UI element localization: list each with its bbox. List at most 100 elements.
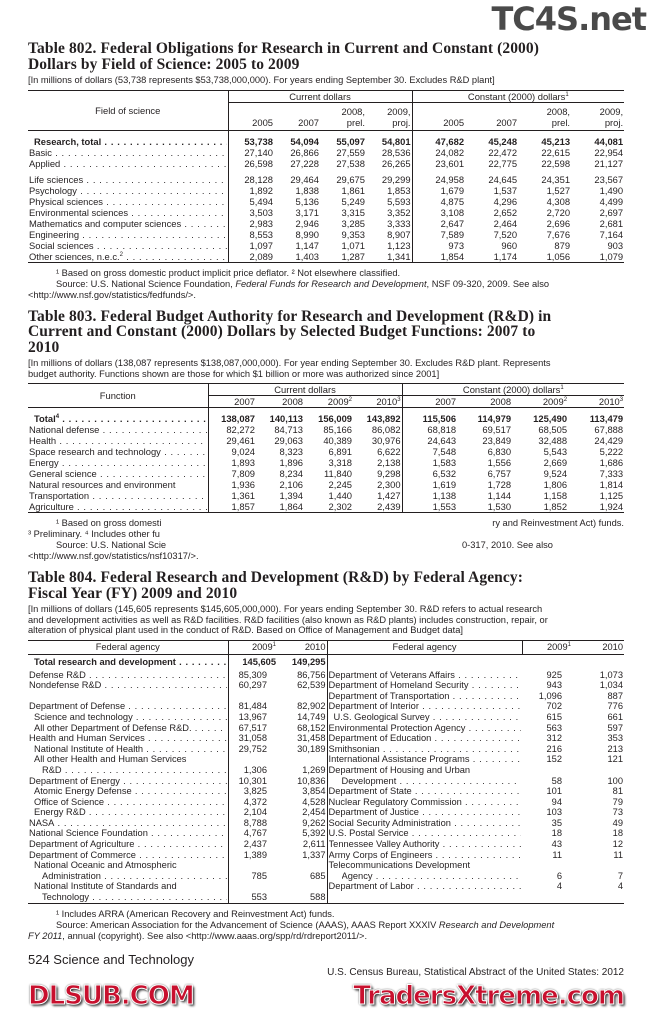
row-label: Army Corps of Engineers	[327, 850, 522, 861]
label-text: Defense R&D	[29, 669, 86, 680]
value-cell: 2,669	[543, 457, 568, 469]
row-label-text: Social sciences	[29, 240, 227, 251]
column-header-top	[465, 102, 518, 117]
label-text: Transportation	[29, 490, 90, 502]
row-label-text: R&D	[42, 765, 227, 776]
value-cell: 85,309	[238, 669, 267, 680]
row-label-text: Physical sciences	[29, 196, 227, 207]
value-cell: 29,461	[226, 435, 255, 447]
value-cell: 27,228	[290, 157, 319, 169]
value-cell: 1,174	[493, 250, 518, 262]
label-text: National Oceanic and Atmospheric	[34, 860, 177, 871]
value-cell: 8,553	[249, 228, 273, 240]
row-label: Physical sciences	[28, 195, 229, 207]
row-label-text: Administration	[42, 871, 227, 882]
value-cell: 216	[546, 743, 562, 754]
value-cell: 24,645	[488, 173, 518, 185]
row-label: International Assistance Programs	[327, 754, 522, 765]
column-header: 20091	[522, 640, 572, 655]
column-header: 2005	[252, 116, 273, 128]
value-cell: 2,089	[249, 250, 273, 262]
value-cell: 143,892	[353, 413, 403, 425]
row-label: Department of Housing and Urban	[327, 765, 522, 776]
spacer-cell	[28, 130, 229, 136]
row-label-text: Department of Labor	[329, 881, 522, 892]
subtitle-line: [In millions of dollars (138,087 represe…	[28, 358, 551, 369]
value-cell: 58	[551, 775, 562, 786]
column-header: 20092	[512, 396, 568, 408]
value-cell: 7,676	[546, 228, 571, 240]
value-cell: 62,539	[277, 680, 328, 691]
stub-header: Field of science	[28, 89, 229, 131]
table-804-title: Table 804. Federal Research and Developm…	[28, 570, 624, 601]
value-cell	[522, 860, 572, 871]
value-cell: 1,073	[599, 669, 623, 680]
value-cell: 1,403	[295, 250, 319, 262]
value-cell: 1,838	[295, 184, 319, 196]
value-cell: 67,888	[594, 424, 624, 436]
row-label-text: Health and Human Services	[29, 733, 227, 744]
row-label-text: Department of Housing and Urban	[329, 765, 471, 775]
column-header-top	[228, 102, 274, 117]
source-link: <http://www.nsf.gov/statistics/fedfunds/…	[28, 289, 196, 300]
subtitle-line: alteration of physical plant used in the…	[28, 625, 463, 636]
row-label-text: Nondefense R&D	[29, 680, 227, 691]
value-cell: 43	[551, 839, 562, 850]
table-802-subtitle: [In millions of dollars (53,738 represen…	[28, 75, 495, 85]
year-label: 2009	[542, 396, 564, 408]
row-label-text: Natural resources and environment	[29, 479, 175, 490]
value-cell: 101	[546, 786, 562, 797]
table-row: Department of Transportation 1,096 887	[28, 690, 624, 702]
footnote-fragment: 0-317, 2010. See also	[462, 540, 553, 551]
value-cell: 597	[607, 722, 623, 733]
label-text: Department of Agriculture	[29, 839, 135, 850]
value-cell: 2,652	[493, 206, 518, 218]
value-cell: 4,499	[599, 195, 624, 207]
row-label-text: Department of Veterans Affairs	[329, 670, 522, 681]
label-text: Natural resources and environment	[29, 479, 176, 491]
value-cell: 1,527	[546, 184, 571, 196]
value-cell: 1,679	[440, 184, 465, 196]
row-label: Nuclear Regulatory Commission	[327, 797, 522, 808]
value-cell: 353	[607, 733, 623, 744]
value-cell: 6	[556, 870, 562, 881]
row-label: Smithsonian	[327, 744, 522, 755]
table-row: Natural resources and environment 1,936 2,…	[28, 479, 624, 491]
table-row: National defense 82,272 84,713 85,16686,082…	[28, 424, 624, 436]
value-cell: 8,234	[279, 468, 303, 480]
label-text: R&D	[42, 764, 62, 775]
source-link: <http://www.nsf.gov/statistics/nsf10317/…	[28, 551, 199, 562]
footnote-fragment: ³ Preliminary. ⁴ Includes other fu	[28, 529, 160, 540]
header-row: 2008, 2009, 2008, 2009,	[28, 102, 624, 117]
group-label: Current dollars	[289, 90, 351, 102]
row-label-text: Army Corps of Engineers	[329, 850, 522, 861]
value-cell: 1,530	[487, 501, 512, 513]
value-cell: 1,097	[249, 239, 273, 251]
value-cell: 2,439	[353, 501, 403, 513]
value-cell: 7,333	[599, 468, 624, 480]
label-text: Agency	[341, 870, 373, 881]
value-cell: 9,524	[543, 468, 568, 480]
value-cell: 1,341	[366, 250, 413, 263]
value-cell: 100	[607, 775, 623, 786]
label-text: Physical sciences	[29, 195, 103, 207]
label-text: NASA	[29, 817, 55, 828]
row-label: Natural resources and environment	[28, 479, 209, 491]
row-label: Department of State	[327, 786, 522, 797]
value-cell: 7,589	[440, 228, 465, 240]
value-cell: 2,611	[277, 839, 328, 850]
value-cell: 2,245	[328, 479, 352, 491]
value-cell	[522, 892, 572, 903]
column-header: 20091	[228, 640, 277, 655]
row-label-text: Defense R&D	[29, 670, 227, 681]
value-cell: 8,323	[279, 446, 303, 458]
value-cell: 1,936	[231, 479, 255, 491]
label-text: Mathematics and computer sciences	[29, 217, 182, 229]
row-label-text: All other Department of Defense R&D.	[34, 723, 227, 734]
value-cell: 8,788	[243, 817, 267, 828]
value-cell: 67,517	[238, 722, 267, 733]
